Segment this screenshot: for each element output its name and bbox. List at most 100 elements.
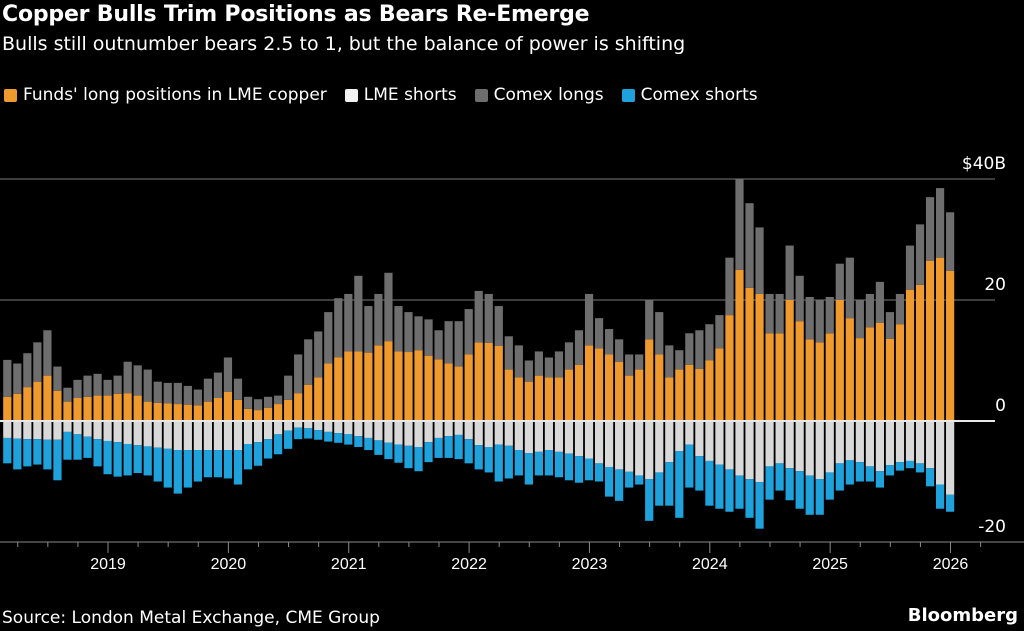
bar-lme-shorts bbox=[334, 421, 343, 434]
bar-lme-longs bbox=[344, 351, 353, 421]
bar-lme-longs bbox=[524, 381, 533, 421]
bar-lme-shorts bbox=[514, 421, 523, 451]
bar-comex-longs bbox=[755, 227, 764, 294]
bar-comex-longs bbox=[374, 293, 383, 346]
bar-lme-shorts bbox=[735, 421, 744, 476]
bar-comex-shorts bbox=[414, 447, 423, 472]
bar-lme-longs bbox=[534, 375, 543, 421]
bar-comex-longs bbox=[544, 357, 554, 378]
bar-lme-shorts bbox=[253, 421, 263, 443]
bar-comex-longs bbox=[785, 245, 794, 300]
bar-comex-shorts bbox=[574, 456, 584, 483]
bar-comex-shorts bbox=[454, 434, 463, 460]
bar-lme-shorts bbox=[3, 421, 12, 438]
bar-comex-longs bbox=[865, 293, 874, 328]
bar-comex-longs bbox=[584, 293, 594, 346]
bar-comex-shorts bbox=[354, 436, 363, 448]
bar-lme-shorts bbox=[725, 421, 734, 470]
bar-lme-shorts bbox=[605, 421, 614, 467]
bar-comex-shorts bbox=[905, 460, 915, 469]
bar-comex-longs bbox=[304, 339, 313, 385]
bar-comex-longs bbox=[675, 350, 684, 370]
bar-comex-shorts bbox=[835, 463, 844, 491]
bar-lme-shorts bbox=[33, 421, 42, 440]
bar-lme-longs bbox=[444, 363, 453, 421]
bar-comex-shorts bbox=[143, 446, 152, 476]
bar-comex-longs bbox=[805, 296, 814, 340]
bar-lme-shorts bbox=[835, 421, 844, 464]
bar-comex-shorts bbox=[785, 468, 794, 501]
legend-swatch bbox=[4, 88, 17, 102]
bar-comex-shorts bbox=[855, 462, 864, 482]
bar-lme-longs bbox=[484, 342, 493, 421]
bar-comex-shorts bbox=[63, 431, 72, 460]
bar-lme-longs bbox=[685, 364, 694, 421]
legend-label: Comex shorts bbox=[640, 85, 758, 105]
bar-comex-shorts bbox=[113, 442, 122, 477]
bar-comex-shorts bbox=[825, 472, 834, 500]
bar-lme-shorts bbox=[414, 421, 423, 448]
bar-lme-longs bbox=[294, 393, 303, 421]
legend: Funds' long positions in LME copper LME … bbox=[4, 85, 758, 105]
bar-comex-shorts bbox=[895, 462, 905, 471]
bar-lme-longs bbox=[364, 352, 373, 421]
bar-lme-longs bbox=[605, 354, 614, 421]
bar-lme-longs bbox=[314, 377, 323, 421]
bar-comex-shorts bbox=[263, 439, 273, 459]
bar-comex-longs bbox=[444, 321, 453, 364]
bar-comex-longs bbox=[474, 290, 483, 343]
bar-lme-shorts bbox=[304, 421, 313, 429]
bar-comex-shorts bbox=[655, 472, 664, 506]
chart-title: Copper Bulls Trim Positions as Bears Re-… bbox=[2, 2, 590, 27]
bar-comex-shorts bbox=[594, 463, 604, 482]
bar-lme-shorts bbox=[93, 421, 102, 440]
bar-lme-shorts bbox=[544, 421, 554, 451]
bar-comex-shorts bbox=[53, 439, 62, 481]
bar-comex-longs bbox=[625, 354, 634, 376]
bar-lme-shorts bbox=[324, 421, 333, 432]
bar-comex-longs bbox=[424, 319, 433, 356]
bar-comex-shorts bbox=[314, 430, 323, 440]
bar-lme-longs bbox=[645, 339, 654, 421]
bar-comex-longs bbox=[594, 318, 604, 349]
bar-comex-shorts bbox=[203, 450, 212, 478]
bar-lme-shorts bbox=[223, 421, 233, 451]
bar-lme-longs bbox=[63, 401, 72, 421]
bar-comex-longs bbox=[344, 293, 353, 352]
bar-comex-shorts bbox=[434, 437, 443, 458]
bar-lme-longs bbox=[374, 345, 383, 421]
bar-lme-shorts bbox=[424, 421, 433, 443]
bar-comex-shorts bbox=[715, 464, 724, 509]
bar-lme-shorts bbox=[173, 421, 182, 451]
bar-comex-shorts bbox=[544, 450, 554, 476]
bar-lme-shorts bbox=[494, 421, 503, 445]
bar-comex-longs bbox=[43, 330, 52, 376]
bar-lme-shorts bbox=[795, 421, 804, 472]
bar-lme-longs bbox=[193, 405, 202, 421]
bar-lme-longs bbox=[765, 333, 774, 421]
bar-comex-longs bbox=[855, 300, 864, 339]
bar-lme-shorts bbox=[584, 421, 594, 459]
bar-lme-longs bbox=[584, 345, 594, 421]
bar-lme-shorts bbox=[865, 421, 874, 467]
bar-comex-shorts bbox=[374, 440, 383, 455]
bar-comex-shorts bbox=[444, 436, 453, 458]
bar-lme-longs bbox=[675, 369, 684, 421]
bar-comex-longs bbox=[615, 339, 624, 362]
bar-lme-shorts bbox=[645, 421, 654, 480]
bar-lme-shorts bbox=[404, 421, 413, 446]
bar-comex-longs bbox=[635, 354, 644, 370]
bar-comex-shorts bbox=[755, 482, 764, 529]
bar-comex-shorts bbox=[464, 439, 473, 464]
bar-lme-shorts bbox=[263, 421, 273, 440]
bar-lme-longs bbox=[795, 321, 804, 421]
bar-lme-shorts bbox=[43, 421, 52, 440]
bar-comex-longs bbox=[93, 373, 102, 396]
bar-lme-longs bbox=[223, 391, 233, 421]
bar-lme-longs bbox=[715, 348, 724, 421]
bar-comex-longs bbox=[825, 296, 834, 334]
bar-comex-shorts bbox=[685, 444, 694, 488]
bar-lme-shorts bbox=[23, 421, 32, 440]
bar-lme-shorts bbox=[73, 421, 82, 435]
bar-comex-shorts bbox=[765, 466, 774, 500]
